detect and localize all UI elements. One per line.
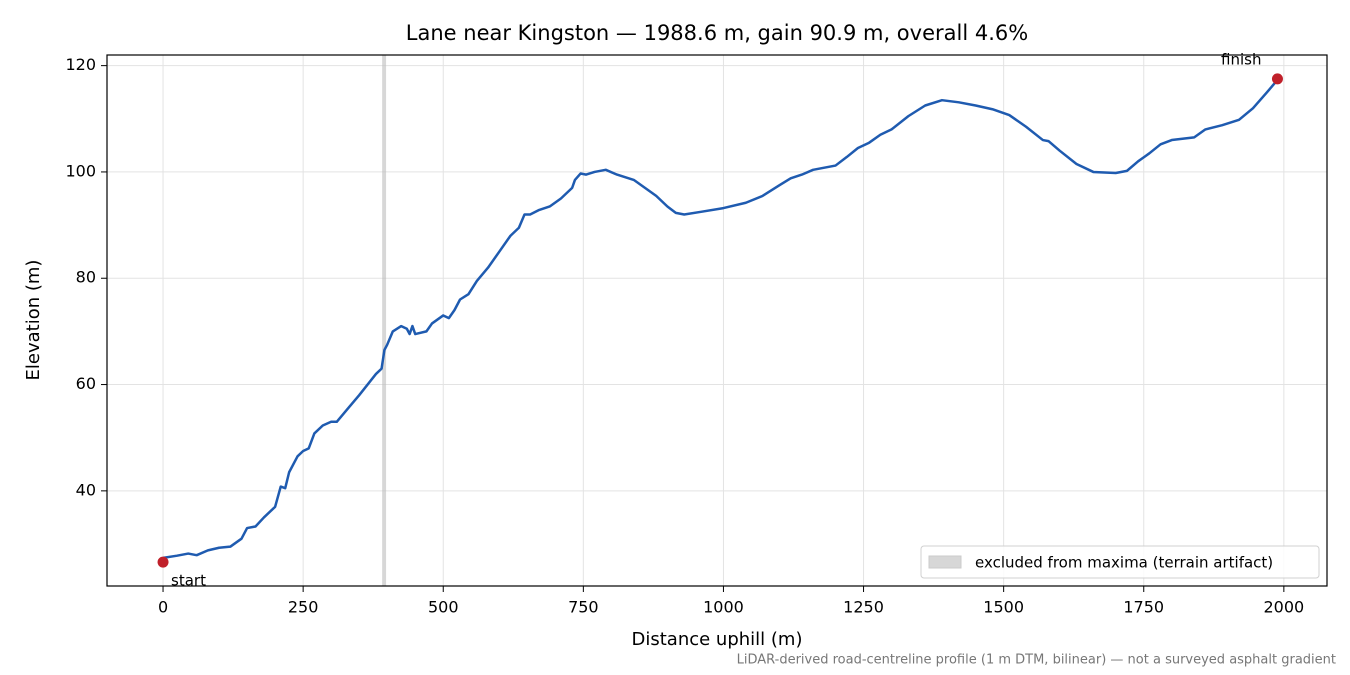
- chart-title: Lane near Kingston — 1988.6 m, gain 90.9…: [406, 21, 1028, 45]
- endpoint-label: start: [171, 572, 206, 590]
- x-tick-label: 500: [428, 598, 459, 617]
- legend-label: excluded from maxima (terrain artifact): [975, 554, 1273, 572]
- y-tick-label: 120: [65, 55, 96, 74]
- x-tick-label: 2000: [1263, 598, 1304, 617]
- x-tick-label: 1250: [843, 598, 884, 617]
- endpoint-label: finish: [1221, 50, 1261, 68]
- x-axis-label: Distance uphill (m): [632, 629, 803, 650]
- footnote: LiDAR-derived road-centreline profile (1…: [737, 653, 1336, 668]
- x-tick-label: 250: [288, 598, 319, 617]
- excluded-span: [382, 55, 387, 586]
- y-tick-label: 80: [76, 268, 96, 287]
- endpoint-marker: [1271, 73, 1283, 85]
- y-tick-label: 100: [65, 161, 96, 180]
- plot-frame: [106, 54, 1328, 587]
- x-tick-label: 1750: [1123, 598, 1164, 617]
- y-axis-label: Elevation (m): [23, 260, 44, 381]
- legend-swatch: [928, 555, 962, 569]
- legend-box: [920, 545, 1320, 579]
- x-tick-label: 1500: [983, 598, 1024, 617]
- x-tick-label: 750: [568, 598, 599, 617]
- elevation-line: [162, 79, 1279, 560]
- y-tick-label: 40: [76, 480, 96, 499]
- x-tick-label: 0: [158, 598, 168, 617]
- endpoint-marker: [157, 556, 169, 568]
- y-tick-label: 60: [76, 374, 96, 393]
- x-tick-label: 1000: [703, 598, 744, 617]
